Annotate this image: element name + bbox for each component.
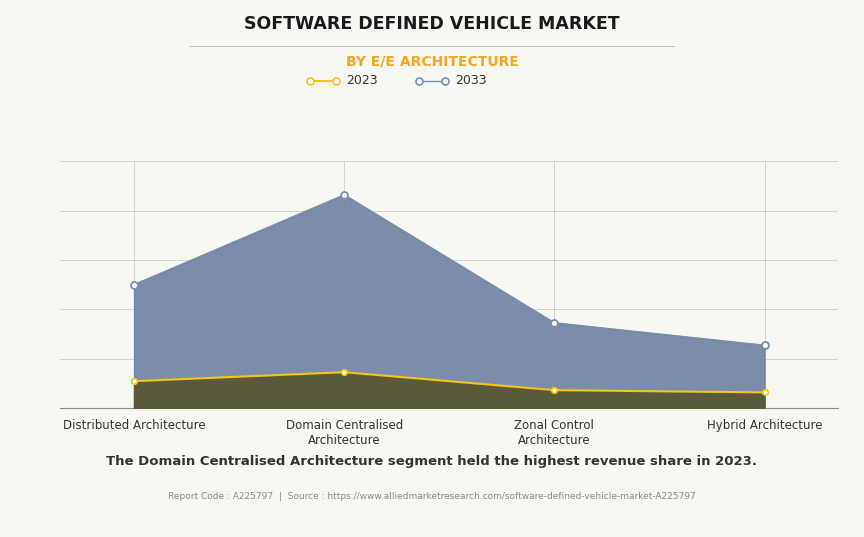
Text: Report Code : A225797  |  Source : https://www.alliedmarketresearch.com/software: Report Code : A225797 | Source : https:/… [168, 492, 696, 501]
Text: 2033: 2033 [455, 74, 487, 87]
Text: 2023: 2023 [346, 74, 378, 87]
Text: The Domain Centralised Architecture segment held the highest revenue share in 20: The Domain Centralised Architecture segm… [106, 455, 758, 468]
Text: BY E/E ARCHITECTURE: BY E/E ARCHITECTURE [346, 55, 518, 69]
Text: SOFTWARE DEFINED VEHICLE MARKET: SOFTWARE DEFINED VEHICLE MARKET [245, 15, 619, 33]
